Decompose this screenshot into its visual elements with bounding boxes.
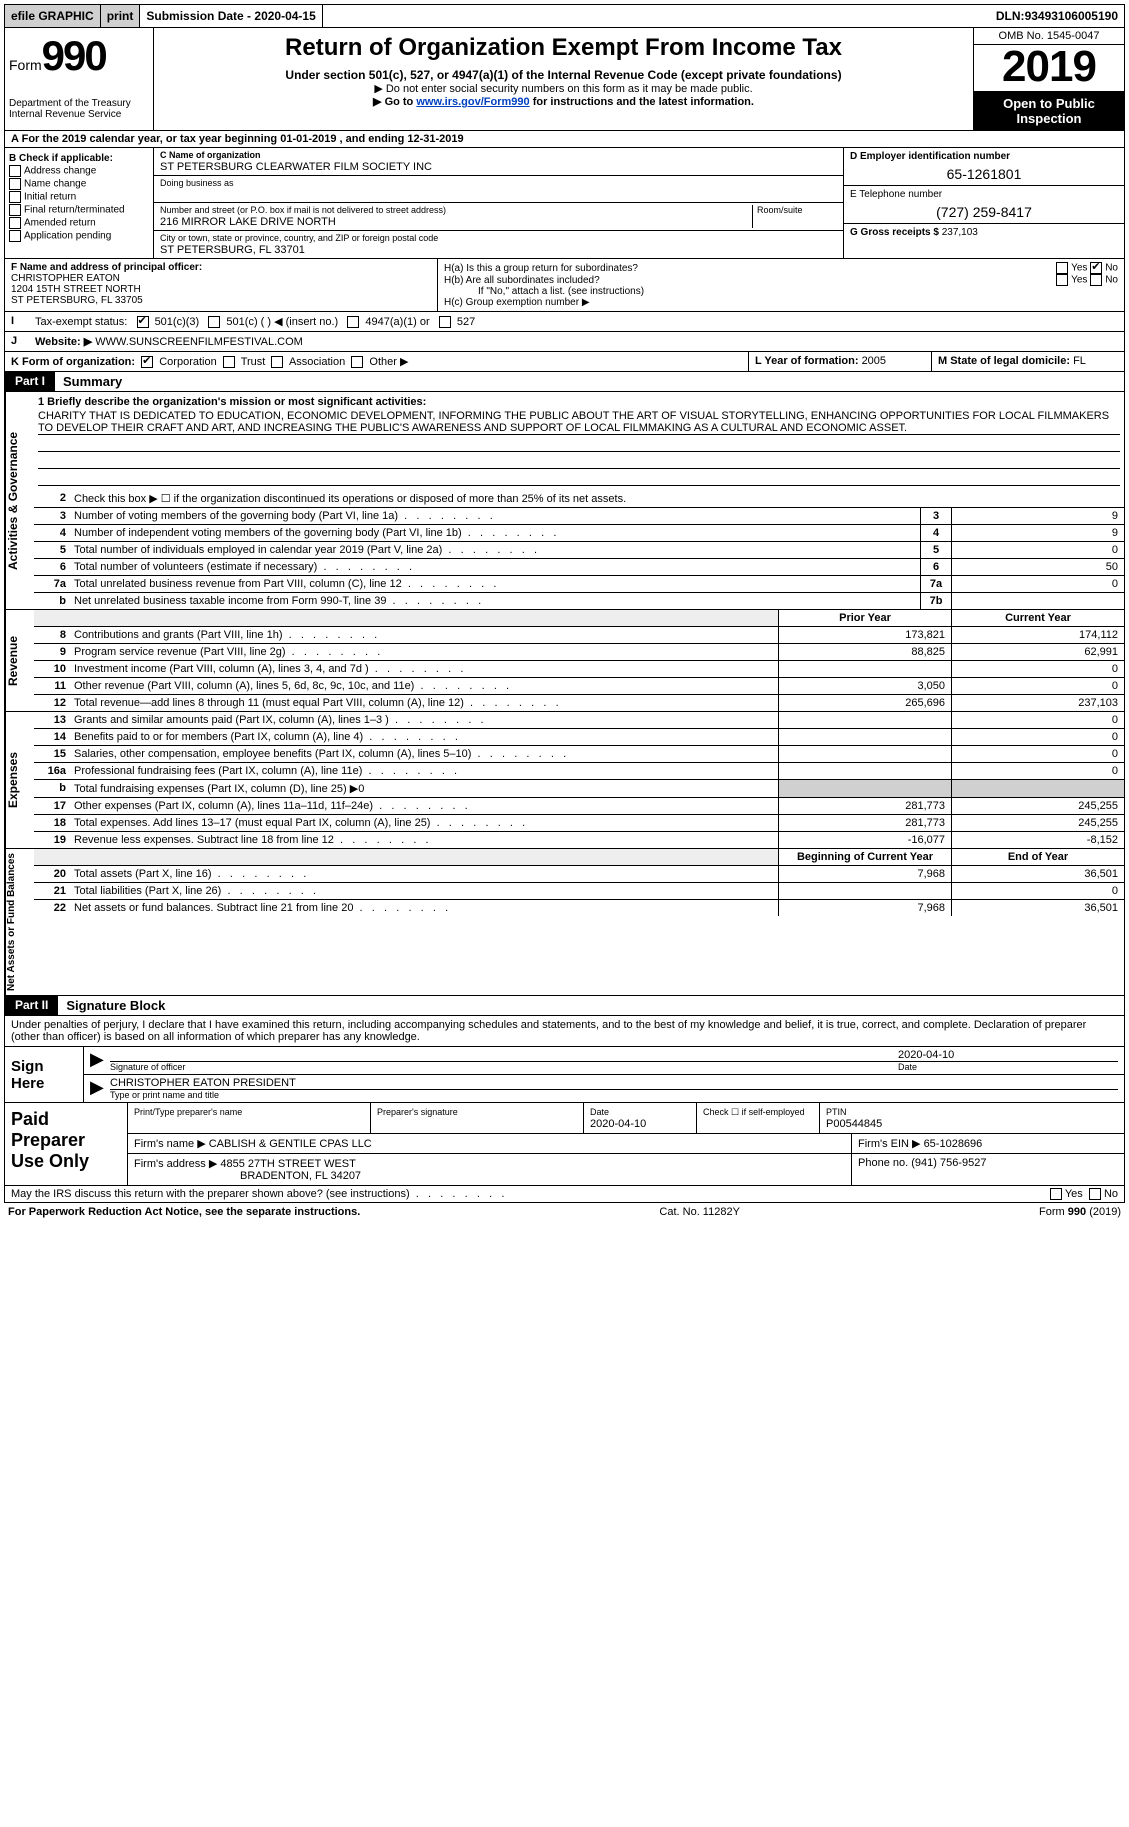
- summary-governance: Activities & Governance 1 Briefly descri…: [4, 392, 1125, 610]
- form-number: Form990: [9, 32, 149, 80]
- open-to-public: Open to Public Inspection: [974, 92, 1124, 130]
- paid-preparer: Paid Preparer Use Only Print/Type prepar…: [4, 1103, 1125, 1186]
- ein: 65-1261801: [850, 166, 1118, 182]
- dept-treasury: Department of the Treasury Internal Reve…: [9, 98, 149, 120]
- line-i: I Tax-exempt status: 501(c)(3) 501(c) ( …: [4, 312, 1125, 332]
- section-bcd: B Check if applicable: Address change Na…: [4, 148, 1125, 259]
- form-header: Form990 Department of the Treasury Inter…: [4, 28, 1125, 131]
- vtab-governance: Activities & Governance: [5, 392, 34, 609]
- block-f: F Name and address of principal officer:…: [5, 259, 438, 311]
- line-j: J Website: ▶ WWW.SUNSCREENFILMFESTIVAL.C…: [4, 332, 1125, 352]
- top-bar: efile GRAPHIC print Submission Date - 20…: [4, 4, 1125, 28]
- block-b: B Check if applicable: Address change Na…: [5, 148, 154, 258]
- gross-receipts: 237,103: [942, 227, 978, 238]
- summary-netassets: Net Assets or Fund Balances Beginning of…: [4, 849, 1125, 996]
- summary-revenue: Revenue Prior YearCurrent Year 8Contribu…: [4, 610, 1125, 712]
- vtab-expenses: Expenses: [5, 712, 34, 848]
- signature-block: Under penalties of perjury, I declare th…: [4, 1016, 1125, 1103]
- submission-date: Submission Date - 2020-04-15: [140, 5, 322, 27]
- vtab-revenue: Revenue: [5, 610, 34, 711]
- print-button[interactable]: print: [101, 5, 141, 27]
- section-fh: F Name and address of principal officer:…: [4, 259, 1125, 312]
- note-1: ▶ Do not enter social security numbers o…: [162, 82, 965, 95]
- note-2: ▶ Go to www.irs.gov/Form990 for instruct…: [162, 95, 965, 108]
- org-address: 216 MIRROR LAKE DRIVE NORTH: [160, 216, 336, 228]
- summary-expenses: Expenses 13Grants and similar amounts pa…: [4, 712, 1125, 849]
- vtab-netassets: Net Assets or Fund Balances: [5, 849, 34, 995]
- form-subtitle: Under section 501(c), 527, or 4947(a)(1)…: [162, 68, 965, 82]
- dln: DLN: 93493106005190: [990, 5, 1124, 27]
- irs-link[interactable]: www.irs.gov/Form990: [416, 96, 529, 108]
- block-d: D Employer identification number65-12618…: [843, 148, 1124, 258]
- part-2-header: Part II Signature Block: [4, 996, 1125, 1016]
- website: WWW.SUNSCREENFILMFESTIVAL.COM: [95, 336, 303, 348]
- part-1-header: Part I Summary: [4, 372, 1125, 392]
- org-city: ST PETERSBURG, FL 33701: [160, 244, 305, 256]
- tax-year: 2019: [974, 45, 1124, 92]
- line-klm: K Form of organization: Corporation Trus…: [4, 352, 1125, 372]
- block-h: H(a) Is this a group return for subordin…: [438, 259, 1124, 311]
- block-c: C Name of organizationST PETERSBURG CLEA…: [154, 148, 843, 258]
- efile-button[interactable]: efile GRAPHIC: [5, 5, 101, 27]
- discuss-row: May the IRS discuss this return with the…: [4, 1186, 1125, 1203]
- line-a: A For the 2019 calendar year, or tax yea…: [4, 131, 1125, 148]
- footer: For Paperwork Reduction Act Notice, see …: [4, 1203, 1125, 1221]
- telephone: (727) 259-8417: [850, 204, 1118, 220]
- form-title: Return of Organization Exempt From Incom…: [162, 34, 965, 62]
- mission-text: CHARITY THAT IS DEDICATED TO EDUCATION, …: [38, 410, 1120, 435]
- org-name: ST PETERSBURG CLEARWATER FILM SOCIETY IN…: [160, 161, 432, 173]
